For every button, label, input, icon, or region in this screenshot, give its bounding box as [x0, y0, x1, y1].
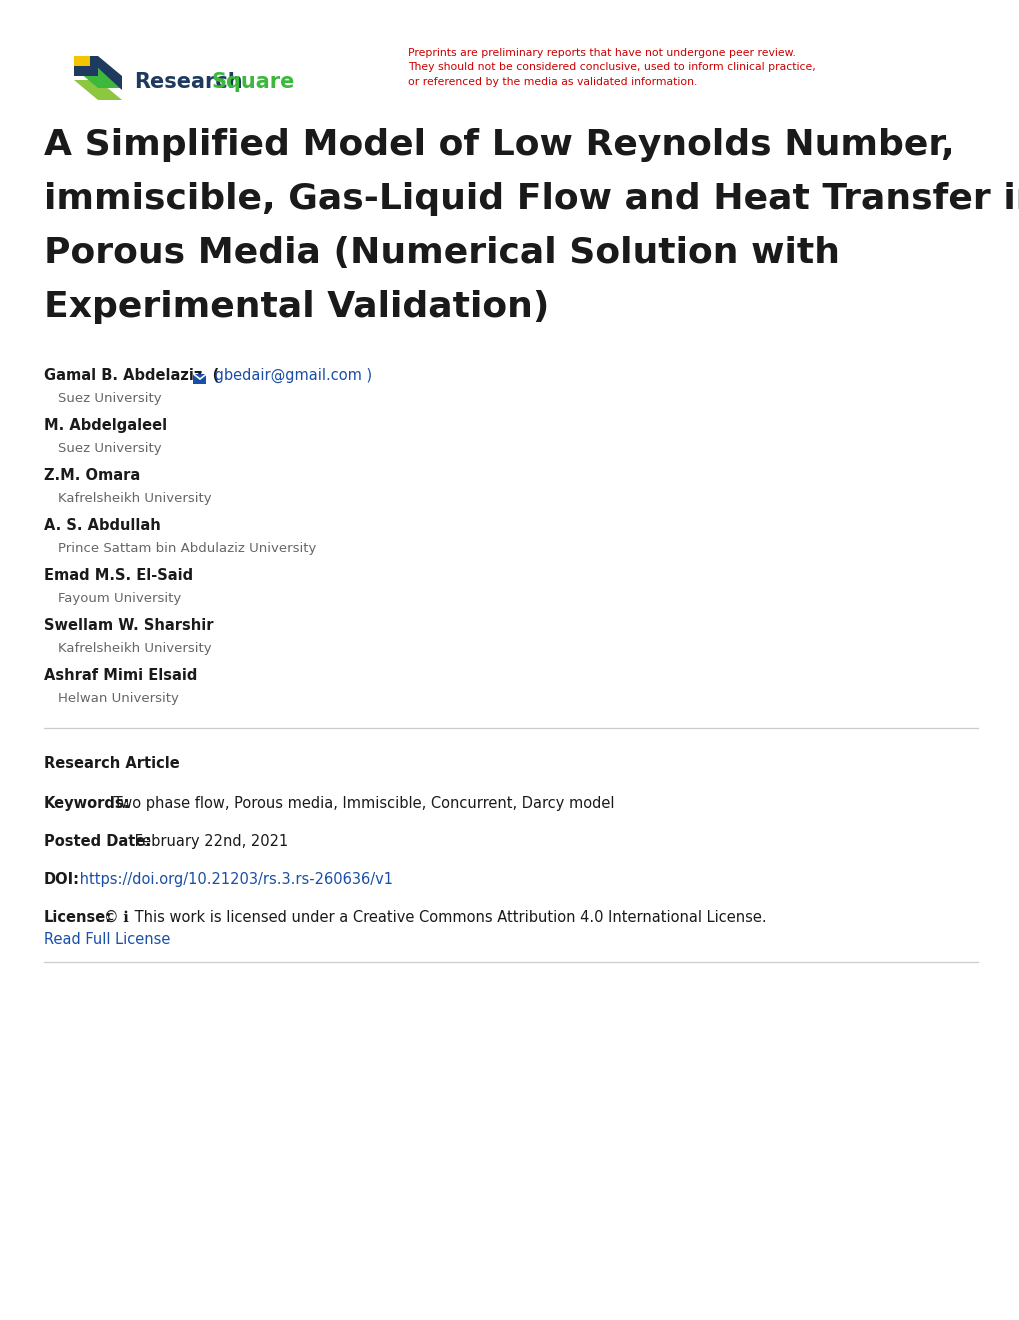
Text: © ℹ: © ℹ	[104, 909, 129, 925]
Text: This work is licensed under a Creative Commons Attribution 4.0 International Lic: This work is licensed under a Creative C…	[130, 909, 766, 925]
Text: Gamal B. Abdelaziz  (: Gamal B. Abdelaziz (	[44, 368, 226, 383]
Text: Helwan University: Helwan University	[58, 692, 178, 705]
Text: February 22nd, 2021: February 22nd, 2021	[129, 834, 287, 849]
Text: Ashraf Mimi Elsaid: Ashraf Mimi Elsaid	[44, 668, 198, 682]
Text: Square: Square	[212, 73, 296, 92]
Text: Keywords:: Keywords:	[44, 796, 130, 810]
Text: Two phase flow, Porous media, Immiscible, Concurrent, Darcy model: Two phase flow, Porous media, Immiscible…	[109, 796, 614, 810]
Text: Suez University: Suez University	[58, 392, 161, 405]
Text: M. Abdelgaleel: M. Abdelgaleel	[44, 418, 167, 433]
Polygon shape	[98, 55, 122, 90]
Text: Kafrelsheikh University: Kafrelsheikh University	[58, 642, 211, 655]
Text: DOI:: DOI:	[44, 873, 79, 887]
Text: Prince Sattam bin Abdulaziz University: Prince Sattam bin Abdulaziz University	[58, 543, 316, 554]
Text: Research: Research	[133, 73, 243, 92]
Text: Posted Date:: Posted Date:	[44, 834, 151, 849]
Text: Z.M. Omara: Z.M. Omara	[44, 469, 141, 483]
Text: Suez University: Suez University	[58, 442, 161, 455]
Text: Swellam W. Sharshir: Swellam W. Sharshir	[44, 618, 213, 634]
Text: Research Article: Research Article	[44, 756, 179, 771]
Bar	[194, 374, 206, 384]
Text: Kafrelsheikh University: Kafrelsheikh University	[58, 492, 211, 506]
Text: Read Full License: Read Full License	[44, 932, 170, 946]
Text: License:: License:	[44, 909, 112, 925]
Text: Emad M.S. El-Said: Emad M.S. El-Said	[44, 568, 193, 583]
Polygon shape	[74, 55, 90, 66]
Text: immiscible, Gas-Liquid Flow and Heat Transfer in: immiscible, Gas-Liquid Flow and Heat Tra…	[44, 182, 1019, 216]
Text: Porous Media (Numerical Solution with: Porous Media (Numerical Solution with	[44, 236, 840, 271]
Polygon shape	[74, 55, 98, 77]
Text: Preprints are preliminary reports that have not undergone peer review.
They shou: Preprints are preliminary reports that h…	[408, 48, 815, 87]
Text: A Simplified Model of Low Reynolds Number,: A Simplified Model of Low Reynolds Numbe…	[44, 128, 954, 162]
Text: Fayoum University: Fayoum University	[58, 591, 181, 605]
Polygon shape	[74, 81, 122, 100]
Polygon shape	[74, 69, 122, 88]
Text: gbedair@gmail.com ): gbedair@gmail.com )	[210, 368, 372, 383]
Text: A. S. Abdullah: A. S. Abdullah	[44, 517, 161, 533]
Text: https://doi.org/10.21203/rs.3.rs-260636/v1: https://doi.org/10.21203/rs.3.rs-260636/…	[75, 873, 392, 887]
Text: Experimental Validation): Experimental Validation)	[44, 290, 549, 323]
